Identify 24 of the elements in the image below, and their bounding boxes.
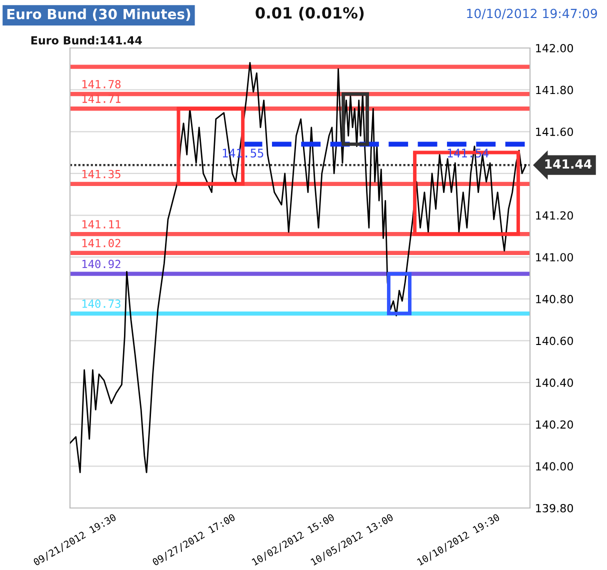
y-tick-label: 140.60 [536, 336, 573, 346]
ref-line-label: 140.92 [82, 260, 120, 268]
ref-line-label: 141.71 [82, 94, 120, 103]
text: 10/10/2012 19:47:09 [467, 8, 598, 20]
ref-line-label: 141.44 [545, 159, 592, 169]
ref-line-label: 140.73 [82, 300, 120, 308]
line-series [70, 62, 526, 474]
ref-line-label: 141.02 [82, 238, 120, 248]
y-tick-label: 142.00 [536, 44, 573, 52]
y-tick-label: 140.20 [536, 420, 573, 429]
chart-title: Euro Bund (30 Minutes) [7, 8, 190, 21]
y-tick-label: 140.00 [536, 462, 573, 471]
y-tick-label: 139.80 [536, 504, 573, 512]
y-tick-label: 140.80 [536, 294, 573, 304]
ref-line-label: 141.35 [82, 170, 120, 178]
ref-line-label: 141.11 [82, 220, 120, 228]
y-tick-label: 141.60 [536, 128, 573, 136]
y-tick-label: 141.20 [536, 211, 573, 220]
text: Euro Bund:141.44 [31, 36, 142, 45]
y-tick-label: 140.40 [536, 378, 573, 387]
y-tick-label: 141.00 [536, 253, 573, 262]
ref-line-label: 141.78 [82, 80, 121, 88]
y-tick-label: 141.80 [536, 86, 573, 94]
text: 0.01 (0.01%) [256, 6, 364, 20]
